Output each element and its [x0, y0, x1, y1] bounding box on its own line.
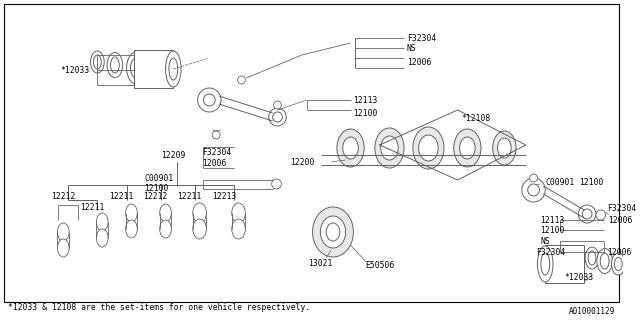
Text: C00901: C00901	[545, 178, 575, 187]
Text: F32304: F32304	[607, 204, 637, 212]
Ellipse shape	[160, 204, 172, 222]
Circle shape	[522, 178, 545, 202]
Ellipse shape	[413, 127, 444, 169]
Text: 13021: 13021	[308, 259, 332, 268]
Text: A010001129: A010001129	[569, 308, 616, 316]
Ellipse shape	[107, 52, 123, 77]
Text: 12212: 12212	[143, 191, 168, 201]
Circle shape	[582, 209, 592, 219]
Text: 12213: 12213	[212, 191, 237, 201]
Ellipse shape	[493, 131, 516, 165]
Ellipse shape	[337, 129, 364, 167]
Text: 12212: 12212	[51, 191, 75, 201]
Ellipse shape	[232, 219, 245, 239]
Text: 12006: 12006	[202, 158, 227, 167]
Ellipse shape	[58, 239, 69, 257]
Text: 12006: 12006	[407, 58, 431, 67]
Ellipse shape	[375, 128, 404, 168]
Circle shape	[273, 112, 282, 122]
Circle shape	[271, 179, 282, 189]
Text: *12108: *12108	[461, 114, 491, 123]
Text: 12113: 12113	[353, 95, 378, 105]
Circle shape	[274, 101, 282, 109]
Text: F32304: F32304	[407, 34, 436, 43]
Circle shape	[528, 184, 540, 196]
Ellipse shape	[614, 258, 622, 270]
Ellipse shape	[600, 253, 609, 269]
Ellipse shape	[585, 247, 599, 269]
Text: 12209: 12209	[161, 150, 185, 159]
Ellipse shape	[611, 253, 625, 275]
Circle shape	[198, 88, 221, 112]
Ellipse shape	[326, 223, 340, 241]
Text: E50506: E50506	[365, 260, 394, 269]
Ellipse shape	[160, 220, 172, 238]
Circle shape	[579, 205, 596, 223]
Text: *12033: *12033	[564, 274, 594, 283]
Ellipse shape	[343, 137, 358, 159]
Ellipse shape	[125, 204, 138, 222]
Text: 12113: 12113	[540, 215, 564, 225]
Text: 12200: 12200	[290, 157, 314, 166]
Ellipse shape	[460, 137, 475, 159]
Text: F32304: F32304	[536, 247, 566, 257]
Text: 12006: 12006	[607, 247, 631, 257]
Text: *12033: *12033	[60, 66, 90, 75]
Bar	[134, 50, 173, 88]
Circle shape	[530, 174, 538, 182]
Ellipse shape	[381, 136, 398, 160]
Text: 12100: 12100	[540, 226, 564, 235]
Circle shape	[596, 210, 605, 220]
Ellipse shape	[232, 203, 245, 223]
Ellipse shape	[193, 203, 207, 223]
Text: 12211: 12211	[177, 191, 202, 201]
Ellipse shape	[419, 135, 438, 161]
Text: 12006: 12006	[607, 215, 632, 225]
Circle shape	[204, 94, 215, 106]
Ellipse shape	[321, 216, 346, 248]
Ellipse shape	[166, 51, 181, 87]
Text: 12100: 12100	[579, 178, 604, 187]
Circle shape	[212, 131, 220, 139]
Ellipse shape	[193, 219, 207, 239]
Bar	[545, 245, 584, 283]
Ellipse shape	[125, 220, 138, 238]
Ellipse shape	[97, 229, 108, 247]
Text: F32304: F32304	[202, 148, 232, 156]
Text: 12100: 12100	[144, 183, 168, 193]
Text: 12211: 12211	[109, 191, 133, 201]
Ellipse shape	[597, 249, 612, 274]
Circle shape	[237, 76, 245, 84]
Ellipse shape	[58, 223, 69, 241]
Text: NS: NS	[540, 236, 550, 245]
Text: NS: NS	[407, 44, 417, 52]
Ellipse shape	[111, 57, 119, 73]
Ellipse shape	[497, 138, 511, 158]
Text: 12100: 12100	[353, 108, 378, 117]
Text: 12211: 12211	[80, 203, 104, 212]
Ellipse shape	[169, 58, 178, 80]
Ellipse shape	[90, 51, 104, 73]
Ellipse shape	[93, 55, 101, 69]
Ellipse shape	[541, 253, 550, 275]
Ellipse shape	[97, 213, 108, 231]
Text: C00901: C00901	[144, 173, 173, 182]
Ellipse shape	[538, 246, 553, 282]
Circle shape	[269, 108, 286, 126]
Ellipse shape	[312, 207, 353, 257]
Ellipse shape	[127, 52, 146, 84]
Text: *12033 & 12108 are the set-items for one vehicle respectively.: *12033 & 12108 are the set-items for one…	[8, 303, 310, 313]
Ellipse shape	[131, 58, 142, 78]
Ellipse shape	[454, 129, 481, 167]
Ellipse shape	[588, 251, 596, 265]
